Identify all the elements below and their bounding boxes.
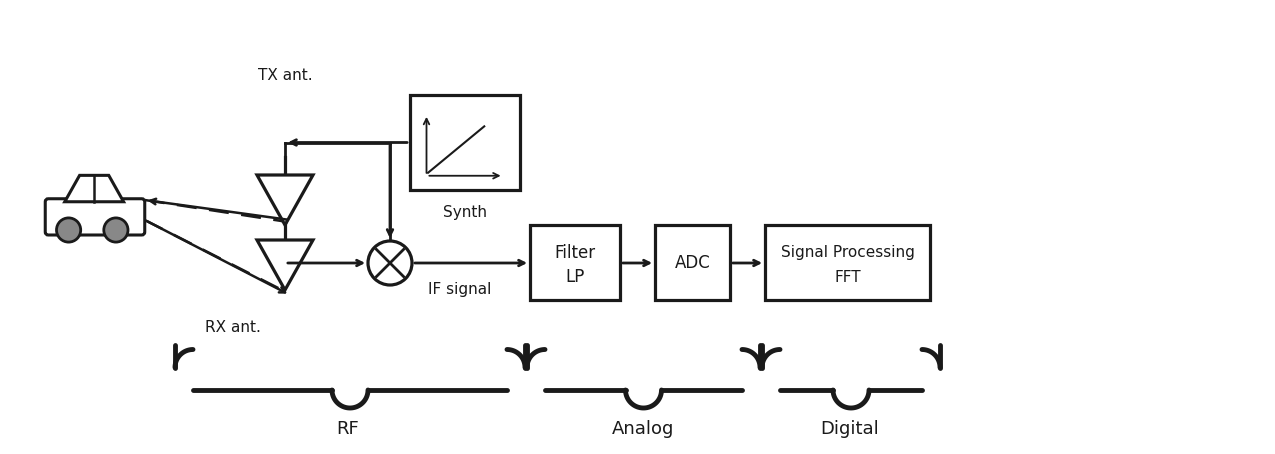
FancyBboxPatch shape — [655, 225, 731, 300]
FancyBboxPatch shape — [530, 225, 620, 300]
FancyBboxPatch shape — [765, 225, 929, 300]
Text: Analog: Analog — [612, 420, 674, 438]
Polygon shape — [65, 175, 124, 202]
Circle shape — [56, 218, 80, 242]
Text: IF signal: IF signal — [428, 282, 492, 297]
Polygon shape — [258, 240, 312, 290]
Text: RX ant.: RX ant. — [205, 320, 261, 335]
FancyBboxPatch shape — [411, 95, 520, 190]
Text: LP: LP — [565, 268, 585, 286]
Text: RF: RF — [337, 420, 360, 438]
Text: Signal Processing: Signal Processing — [780, 245, 914, 260]
FancyBboxPatch shape — [45, 199, 145, 235]
Circle shape — [103, 218, 128, 242]
Text: FFT: FFT — [834, 270, 861, 285]
Text: ADC: ADC — [674, 253, 710, 271]
Text: TX ant.: TX ant. — [258, 68, 312, 83]
Text: Filter: Filter — [555, 244, 595, 262]
Text: Synth: Synth — [442, 205, 487, 220]
Circle shape — [368, 241, 412, 285]
Polygon shape — [258, 175, 312, 225]
Text: Digital: Digital — [821, 420, 880, 438]
